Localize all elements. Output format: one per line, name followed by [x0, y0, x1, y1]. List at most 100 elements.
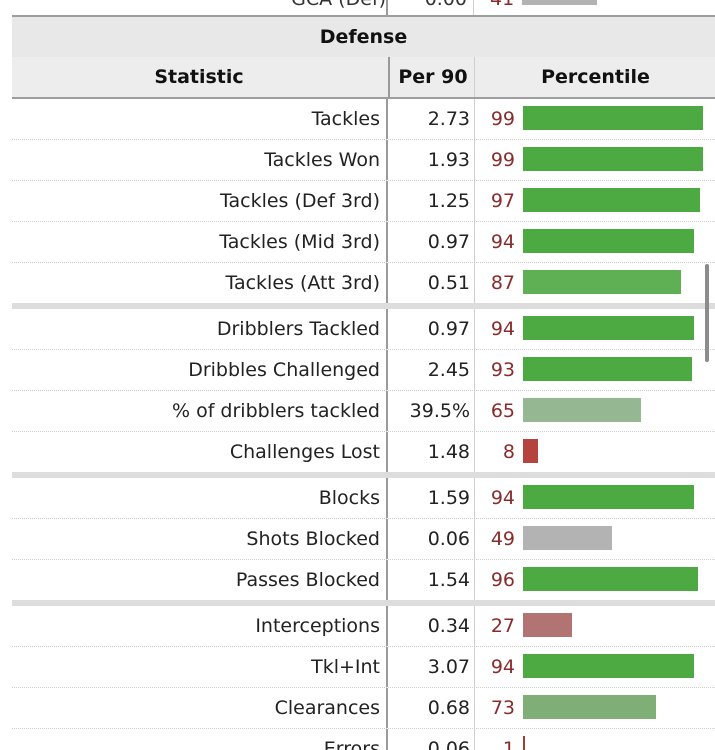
percentile-value: 65 [490, 400, 515, 422]
header-statistic[interactable]: Statistic [154, 66, 244, 88]
stat-name: Tackles [311, 108, 380, 130]
scrollbar[interactable] [705, 264, 709, 362]
percentile-value: 99 [490, 108, 515, 130]
percentile-bar [523, 439, 538, 463]
percentile-value: 73 [490, 697, 515, 719]
stat-name: Tkl+Int [311, 656, 380, 678]
header-per90[interactable]: Per 90 [388, 57, 476, 97]
per90-value: 0.06 [386, 729, 474, 750]
percentile-value: 94 [490, 656, 515, 678]
table-row: % of dribblers tackled 39.5% 65 [12, 391, 715, 432]
stat-name: Clearances [274, 697, 380, 719]
percentile-cell: 87 [474, 263, 715, 303]
percentile-bar [523, 736, 525, 750]
table-row: Dribblers Tackled 0.97 94 [12, 309, 715, 350]
stat-name: Challenges Lost [229, 441, 380, 463]
table-row: Shots Blocked 0.06 49 [12, 519, 715, 560]
table-row: Tackles (Att 3rd) 0.51 87 [12, 263, 715, 309]
per90-value: 1.48 [386, 432, 474, 472]
per90-value: 0.34 [386, 606, 474, 646]
table-row: Tackles (Mid 3rd) 0.97 94 [12, 222, 715, 263]
percentile-bar [523, 106, 703, 130]
stat-name: Errors [323, 738, 380, 750]
percentile-cell: 27 [474, 606, 715, 646]
table-body: Tackles 2.73 99 Tackles Won 1.93 99 Tackles (D… [12, 99, 715, 750]
percentile-cell: 65 [474, 391, 715, 431]
cutoff-row-per90: 0.00 [387, 0, 467, 10]
table-row: Tackles Won 1.93 99 [12, 140, 715, 181]
percentile-cell: 93 [474, 350, 715, 390]
per90-value: 0.51 [386, 263, 474, 303]
percentile-bar [523, 270, 681, 294]
percentile-bar [523, 316, 694, 340]
percentile-cell: 49 [474, 519, 715, 559]
stat-name: Tackles Won [264, 149, 380, 171]
per90-value: 2.45 [386, 350, 474, 390]
percentile-bar [523, 654, 694, 678]
percentile-value: 94 [490, 231, 515, 253]
cutoff-row-stat: GCA (Def) [12, 0, 386, 10]
percentile-value: 97 [490, 190, 515, 212]
table-row: Tackles (Def 3rd) 1.25 97 [12, 181, 715, 222]
percentile-cell: 97 [474, 181, 715, 221]
stat-name: Dribbles Challenged [188, 359, 380, 381]
cutoff-row-bar [522, 0, 597, 5]
percentile-value: 94 [490, 318, 515, 340]
per90-value: 39.5% [386, 391, 474, 431]
table-row: Errors 0.06 1 [12, 729, 715, 750]
percentile-bar [523, 485, 694, 509]
header-percentile[interactable]: Percentile [474, 57, 715, 97]
stat-name: Dribblers Tackled [216, 318, 380, 340]
stat-name: Tackles (Def 3rd) [220, 190, 380, 212]
per90-value: 0.97 [386, 309, 474, 349]
table-row: Tackles 2.73 99 [12, 99, 715, 140]
percentile-bar [523, 613, 572, 637]
percentile-bar [523, 188, 700, 212]
percentile-value: 96 [490, 569, 515, 591]
per90-value: 1.54 [386, 560, 474, 600]
percentile-cell: 99 [474, 99, 715, 139]
section-title: Defense [12, 15, 715, 59]
percentile-cell: 94 [474, 478, 715, 518]
percentile-bar [523, 229, 694, 253]
table-row: Challenges Lost 1.48 8 [12, 432, 715, 478]
percentile-value: 99 [490, 149, 515, 171]
percentile-bar [523, 147, 703, 171]
percentile-bar [523, 398, 641, 422]
table-row: Interceptions 0.34 27 [12, 606, 715, 647]
percentile-value: 93 [490, 359, 515, 381]
per90-value: 1.25 [386, 181, 474, 221]
percentile-value: 8 [502, 441, 515, 463]
table-row: Tkl+Int 3.07 94 [12, 647, 715, 688]
percentile-value: 49 [490, 528, 515, 550]
cutoff-row-percentile: 41 [490, 0, 514, 10]
percentile-cell: 1 [474, 729, 715, 750]
percentile-cell: 99 [474, 140, 715, 180]
per90-value: 3.07 [386, 647, 474, 687]
per90-value: 1.93 [386, 140, 474, 180]
table-header: Statistic Per 90 Percentile [12, 57, 715, 99]
percentile-value: 94 [490, 487, 515, 509]
percentile-cell: 94 [474, 222, 715, 262]
defense-stats-table: GCA (Def) 0.00 41 Defense Statistic Per … [12, 0, 715, 750]
per90-value: 2.73 [386, 99, 474, 139]
percentile-bar [523, 567, 698, 591]
per90-value: 0.68 [386, 688, 474, 728]
percentile-value: 1 [502, 738, 515, 750]
percentile-cell: 94 [474, 647, 715, 687]
percentile-cell: 94 [474, 309, 715, 349]
table-row: Blocks 1.59 94 [12, 478, 715, 519]
cutoff-row: GCA (Def) 0.00 41 [12, 0, 715, 16]
table-row: Dribbles Challenged 2.45 93 [12, 350, 715, 391]
percentile-value: 87 [490, 272, 515, 294]
stat-name: Passes Blocked [235, 569, 380, 591]
stat-name: Shots Blocked [246, 528, 380, 550]
stat-name: Interceptions [255, 615, 380, 637]
percentile-value: 27 [490, 615, 515, 637]
per90-value: 1.59 [386, 478, 474, 518]
percentile-cell: 73 [474, 688, 715, 728]
stat-name: % of dribblers tackled [171, 400, 380, 422]
table-row: Clearances 0.68 73 [12, 688, 715, 729]
per90-value: 0.97 [386, 222, 474, 262]
stat-name: Blocks [318, 487, 380, 509]
